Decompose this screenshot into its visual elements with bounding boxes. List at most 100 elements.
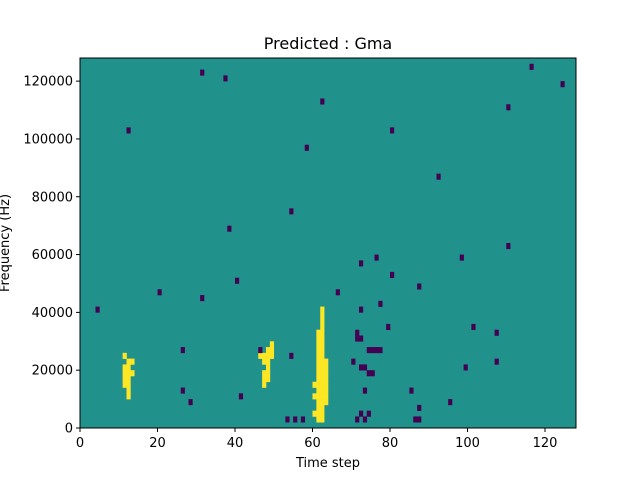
heatmap-cell	[126, 387, 131, 394]
heatmap-cell	[126, 364, 131, 371]
y-tick-label: 60000	[32, 248, 73, 263]
heatmap-cell	[304, 144, 309, 151]
heatmap-cell	[157, 289, 162, 296]
heatmap-cell	[289, 208, 294, 215]
heatmap-cell	[448, 399, 453, 406]
heatmap-cell	[126, 358, 131, 365]
heatmap-cell	[266, 358, 271, 365]
heatmap-cell	[126, 375, 131, 383]
heatmap-cell	[355, 416, 360, 423]
y-axis-label: Frequency (Hz)	[0, 194, 13, 292]
x-axis-label: Time step	[295, 456, 360, 471]
heatmap-cell	[320, 98, 325, 105]
heatmap-cell	[436, 173, 441, 180]
heatmap-cell	[417, 416, 422, 423]
heatmap-cell	[324, 387, 329, 394]
heatmap-cell	[200, 295, 205, 302]
heatmap-cell	[126, 370, 131, 377]
heatmap-cell	[320, 341, 325, 348]
heatmap-cell	[316, 370, 321, 377]
heatmap-cell	[320, 323, 325, 331]
heatmap-cell	[359, 410, 364, 417]
heatmap-cell	[471, 323, 476, 331]
heatmap-cell	[362, 364, 368, 371]
heatmap-cell	[324, 370, 329, 377]
heatmap-cell	[335, 289, 340, 296]
heatmap-cell	[258, 347, 263, 354]
heatmap-cell	[370, 347, 375, 354]
heatmap-cell	[320, 381, 325, 388]
y-tick-label: 120000	[23, 75, 73, 90]
heatmap-cell	[316, 387, 321, 394]
heatmap-cell	[494, 358, 499, 365]
heatmap-cell	[223, 75, 228, 82]
heatmap-cell	[122, 370, 127, 377]
heatmap-cell	[320, 416, 325, 423]
chart-title: Predicted : Gma	[264, 34, 392, 53]
heatmap-cell	[494, 329, 499, 336]
heatmap-cell	[122, 352, 127, 359]
heatmap-cell	[266, 364, 271, 371]
y-tick-label: 40000	[32, 306, 73, 321]
heatmap-cell	[366, 370, 371, 377]
heatmap-cell	[258, 352, 263, 359]
heatmap-cell	[266, 375, 271, 383]
heatmap-cell	[320, 352, 325, 359]
heatmap-cell	[366, 410, 371, 417]
heatmap-cell	[316, 335, 321, 342]
y-tick-label: 100000	[23, 132, 73, 147]
heatmap-cell	[285, 416, 290, 423]
x-tick-label: 120	[533, 436, 558, 451]
heatmap-cell	[320, 387, 325, 394]
plot-frame	[79, 57, 577, 429]
heatmap-cell	[320, 399, 325, 406]
heatmap-cell	[262, 370, 267, 377]
x-tick-label: 0	[76, 436, 84, 451]
heatmap-cell	[312, 393, 317, 400]
x-axis-ticks: 0 20 40 60 80 100 120	[76, 428, 558, 451]
heatmap-cell	[359, 364, 364, 371]
heatmap-cell	[316, 341, 321, 348]
heatmap-cell	[316, 393, 321, 400]
x-tick-label: 80	[382, 436, 399, 451]
heatmap-cell	[266, 347, 271, 354]
heatmap-cell	[320, 312, 325, 319]
heatmap-cells	[95, 63, 565, 423]
heatmap-cell	[506, 104, 511, 111]
heatmap-cell	[316, 329, 321, 336]
heatmap-cell	[316, 416, 321, 423]
heatmap-cell	[417, 283, 422, 290]
heatmap-cell	[262, 358, 267, 365]
heatmap-cell	[316, 399, 321, 406]
heatmap-cell	[289, 352, 294, 359]
heatmap-cell	[409, 387, 414, 394]
heatmap-cell	[324, 381, 329, 388]
heatmap-cell	[417, 404, 422, 411]
heatmap-cell	[324, 358, 329, 365]
heatmap-cell	[180, 347, 185, 354]
heatmap-cell	[366, 347, 371, 354]
heatmap-cell	[324, 375, 329, 383]
x-tick-label: 40	[227, 436, 244, 451]
heatmap-cell	[312, 410, 317, 417]
heatmap-cell	[378, 300, 383, 307]
heatmap-cell	[122, 381, 127, 388]
heatmap-cell	[126, 381, 131, 388]
heatmap-cell	[235, 277, 240, 284]
heatmap-cell	[316, 347, 321, 354]
heatmap-cell	[560, 81, 565, 88]
heatmap-cell	[227, 225, 232, 232]
heatmap-cell	[188, 399, 193, 406]
y-tick-label: 20000	[32, 364, 73, 379]
heatmap-cell	[238, 393, 244, 400]
heatmap-cell	[180, 387, 185, 394]
y-tick-label: 80000	[32, 190, 73, 205]
heatmap-cell	[316, 404, 321, 411]
heatmap-cell	[506, 243, 511, 250]
heatmap-cell	[390, 271, 395, 278]
heatmap-cell	[459, 254, 464, 261]
heatmap-cell	[316, 358, 321, 365]
heatmap-cell	[320, 347, 325, 354]
heatmap-cell	[324, 364, 329, 371]
heatmap-cell	[126, 127, 131, 134]
